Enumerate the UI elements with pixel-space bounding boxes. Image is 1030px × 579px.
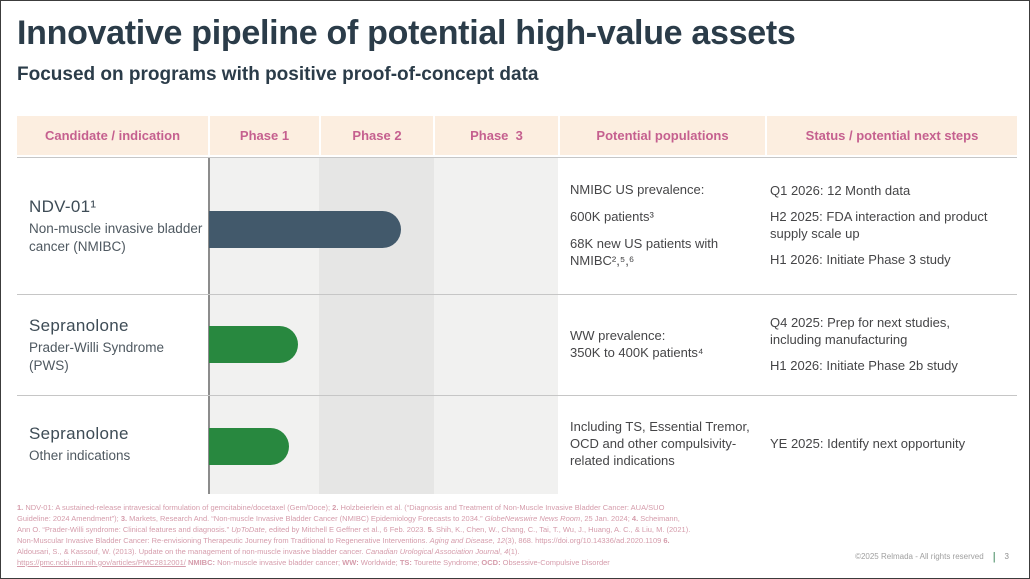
candidate-cell: NDV-01¹ Non-muscle invasive bladder canc… bbox=[17, 158, 207, 294]
footnote-segment: 2. bbox=[332, 503, 339, 512]
footnote-segment: Shih, K., Chen, W., Chang, C., Tai, T., … bbox=[433, 524, 691, 534]
footnote-segment: Worldwide; bbox=[358, 557, 400, 567]
header-phase-1: Phase 1 bbox=[210, 116, 319, 155]
candidate-name: Sepranolone bbox=[29, 315, 129, 335]
footnote-segment: TS: bbox=[399, 557, 412, 567]
status-text: Q1 2026: 12 Month data bbox=[770, 183, 911, 199]
table-body: NDV-01¹ Non-muscle invasive bladder canc… bbox=[17, 157, 1017, 494]
status-text: H1 2026: Initiate Phase 2b study bbox=[770, 357, 958, 373]
footnote-segment: Obsessive-Compulsive Disorder bbox=[500, 557, 610, 567]
header-candidate-indication: Candidate / indication bbox=[17, 116, 208, 155]
table-header-row: Candidate / indication Phase 1 Phase 2 P… bbox=[17, 116, 1017, 155]
status-text: H2 2025: FDA interaction and product sup… bbox=[770, 209, 988, 241]
populations-cell: WW prevalence: 350K to 400K patients⁴ bbox=[570, 295, 755, 395]
populations-cell: Including TS, Essential Tremor, OCD and … bbox=[570, 396, 755, 493]
candidate-name: NDV-01¹ bbox=[29, 196, 97, 216]
footnote-segment: Aldousari, S., & Kassouf, W. (2013). Upd… bbox=[17, 546, 366, 556]
footnote-line: Aldousari, S., & Kassouf, W. (2013). Upd… bbox=[17, 547, 1017, 558]
footnote-segment: Non-Muscular Invasive Bladder Cancer: Re… bbox=[17, 535, 430, 545]
footnote-segment: Scheimann, bbox=[638, 513, 680, 523]
status-cell: YE 2025: Identify next opportunity bbox=[770, 396, 992, 493]
phase2-track-band bbox=[319, 158, 434, 494]
footnote-segment: 1. bbox=[17, 503, 24, 512]
status-text: YE 2025: Identify next opportunity bbox=[770, 436, 966, 452]
footnote-segment: 4. bbox=[631, 513, 639, 523]
footnote-segment: Markets, Research And. “Non-muscle Invas… bbox=[127, 513, 485, 523]
progress-bar-sepranolone-pws bbox=[209, 326, 298, 363]
footnote-segment: , 25 Jan. 2024; bbox=[580, 513, 632, 523]
slide-footer: ©2025 Relmada - All rights reserved | 3 bbox=[855, 550, 1009, 563]
footnotes: 1. NDV-01: A sustained-release intravesi… bbox=[17, 503, 1017, 568]
population-text: Including TS, Essential Tremor, OCD and … bbox=[570, 419, 750, 468]
footnote-segment: , edited by Mitchell E Geffner et al., 6… bbox=[264, 524, 428, 534]
footnote-segment: OCD: bbox=[481, 557, 501, 567]
footnote-segment: Canadian Urological Association Journal bbox=[365, 546, 500, 556]
phase3-track-band bbox=[434, 158, 558, 494]
status-cell: Q4 2025: Prep for next studies, includin… bbox=[770, 295, 992, 395]
row-divider bbox=[17, 294, 1017, 295]
footnote-line: Non-Muscular Invasive Bladder Cancer: Re… bbox=[17, 536, 1017, 547]
footnote-segment: Ann O. “Prader-Willi syndrome: Clinical … bbox=[17, 524, 232, 534]
footnote-segment: 6. bbox=[663, 535, 670, 545]
footnote-segment: Non-muscle invasive bladder cancer; bbox=[215, 557, 343, 567]
footnote-segment: Aging and Disease bbox=[429, 535, 493, 545]
progress-bar-ndv01 bbox=[209, 211, 401, 248]
status-text: Q4 2025: Prep for next studies, includin… bbox=[770, 315, 950, 348]
population-text: 600K patients³ bbox=[570, 209, 654, 225]
footnote-segment: Guideline: 2024 Amendment”); bbox=[17, 513, 121, 523]
footnote-segment: GlobeNewswire News Room bbox=[484, 513, 581, 523]
row-divider bbox=[17, 395, 1017, 396]
population-text: 68K new US patients with NMIBC²,⁵,⁶ bbox=[570, 236, 719, 268]
footnote-segment: 5. bbox=[427, 524, 434, 534]
candidate-name: Sepranolone bbox=[29, 424, 129, 444]
progress-bar-sepranolone-other bbox=[209, 428, 289, 465]
footnote-segment: Holzbeierlein et al. (“Diagnosis and Tre… bbox=[338, 503, 665, 512]
population-text: WW prevalence: 350K to 400K patients⁴ bbox=[570, 328, 704, 360]
status-text: H1 2026: Initiate Phase 3 study bbox=[770, 251, 951, 267]
header-potential-populations: Potential populations bbox=[560, 116, 765, 155]
header-status-next-steps: Status / potential next steps bbox=[767, 116, 1017, 155]
header-phase-2: Phase 2 bbox=[321, 116, 433, 155]
footnote-segment: WW: bbox=[342, 557, 359, 567]
page-number: 3 bbox=[1004, 552, 1009, 561]
candidate-cell: Sepranolone Prader-Willi Syndrome (PWS) bbox=[17, 295, 207, 395]
candidate-indication: Prader-Willi Syndrome (PWS) bbox=[29, 339, 165, 373]
page-title: Innovative pipeline of potential high-va… bbox=[17, 14, 796, 52]
footnote-segment: 12 bbox=[496, 535, 506, 545]
footnote-line: Ann O. “Prader-Willi syndrome: Clinical … bbox=[17, 525, 1017, 536]
footnote-line: 1. NDV-01: A sustained-release intravesi… bbox=[17, 503, 1017, 514]
footnote-line: https://pmc.ncbi.nlm.nih.gov/articles/PM… bbox=[17, 558, 1017, 569]
candidate-indication: Non-muscle invasive bladder cancer (NMIB… bbox=[29, 220, 203, 254]
page-subtitle: Focused on programs with positive proof-… bbox=[17, 64, 539, 85]
footnote-line: Guideline: 2024 Amendment”); 3. Markets,… bbox=[17, 514, 1017, 525]
candidate-cell: Sepranolone Other indications bbox=[17, 396, 207, 493]
footnote-segment: , bbox=[492, 535, 497, 545]
footnote-segment: 3. bbox=[120, 513, 128, 523]
footnote-link[interactable]: https://pmc.ncbi.nlm.nih.gov/articles/PM… bbox=[17, 557, 186, 567]
candidate-indication: Other indications bbox=[29, 448, 131, 464]
footnote-segment: , bbox=[499, 546, 505, 556]
footnote-segment: UpToDate bbox=[231, 524, 265, 534]
footnote-segment: 4 bbox=[504, 546, 509, 556]
footnote-segment: NDV-01: A sustained-release intravesical… bbox=[23, 503, 333, 512]
population-text: NMIBC US prevalence: bbox=[570, 182, 705, 198]
copyright-text: ©2025 Relmada - All rights reserved bbox=[855, 552, 984, 561]
row-divider bbox=[17, 157, 1017, 158]
header-phase-3: Phase 3 bbox=[435, 116, 558, 155]
footnote-segment: (1). bbox=[508, 546, 520, 556]
footnote-segment: Tourette Syndrome; bbox=[411, 557, 482, 567]
populations-cell: NMIBC US prevalence: 600K patients³ 68K … bbox=[570, 158, 755, 294]
footnote-segment: NMIBC: bbox=[187, 557, 216, 567]
footnote-segment: (3), 868. https://doi.org/10.14336/ad.20… bbox=[505, 535, 664, 545]
status-cell: Q1 2026: 12 Month data H2 2025: FDA inte… bbox=[770, 158, 992, 294]
footer-divider: | bbox=[992, 550, 996, 563]
